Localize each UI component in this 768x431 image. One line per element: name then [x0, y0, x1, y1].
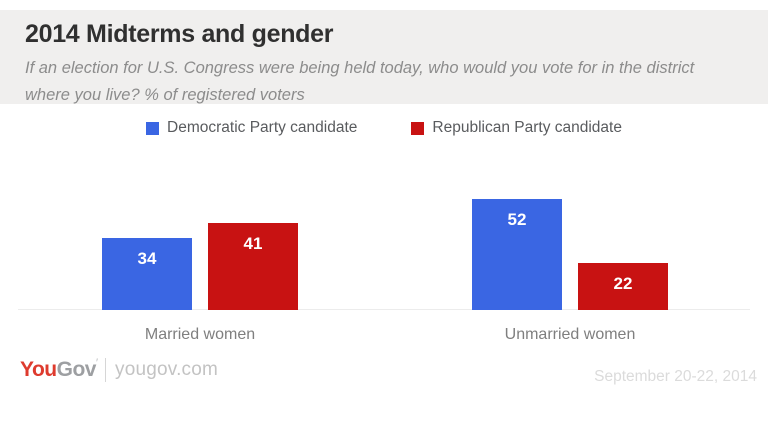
legend-label: Republican Party candidate: [432, 119, 622, 136]
logo-you-text: You: [20, 358, 57, 381]
bar-value-label: 34: [137, 249, 157, 268]
bar: 34: [102, 238, 192, 310]
chart-header: 2014 Midterms and gender If an election …: [0, 10, 768, 104]
blue-square-swatch: [146, 121, 160, 135]
bar-value-label: 41: [243, 234, 263, 253]
logo-tick-icon: ′: [95, 357, 99, 369]
bar: 22: [578, 263, 668, 310]
legend-label: Democratic Party candidate: [167, 119, 358, 136]
chart-legend: Democratic Party candidate Republican Par…: [0, 119, 768, 137]
logo-site-text: yougov.com: [115, 359, 219, 380]
legend-item: Republican Party candidate: [411, 119, 622, 137]
bar-group: 34 41: [102, 223, 298, 310]
bar-value-label: 22: [613, 274, 633, 293]
chart-subtitle: If an election for U.S. Congress were be…: [25, 59, 695, 104]
logo-gov-text: Gov: [56, 358, 97, 381]
bar: 41: [208, 223, 298, 310]
category-label: Married women: [144, 326, 256, 343]
category-label: Unmarried women: [504, 326, 636, 343]
bar-group: 52 22: [472, 199, 668, 310]
legend-item: Democratic Party candidate: [146, 119, 357, 137]
red-square-swatch: [411, 121, 425, 135]
poll-date: September 20-22, 2014: [594, 368, 757, 385]
yougov-logo: You Gov ′ yougov.com: [20, 356, 218, 384]
bar: 52: [472, 199, 562, 310]
logo-divider: [105, 358, 107, 382]
bar-value-label: 52: [507, 210, 527, 229]
page-title: 2014 Midterms and gender: [25, 20, 334, 48]
x-axis-line: [18, 309, 750, 310]
